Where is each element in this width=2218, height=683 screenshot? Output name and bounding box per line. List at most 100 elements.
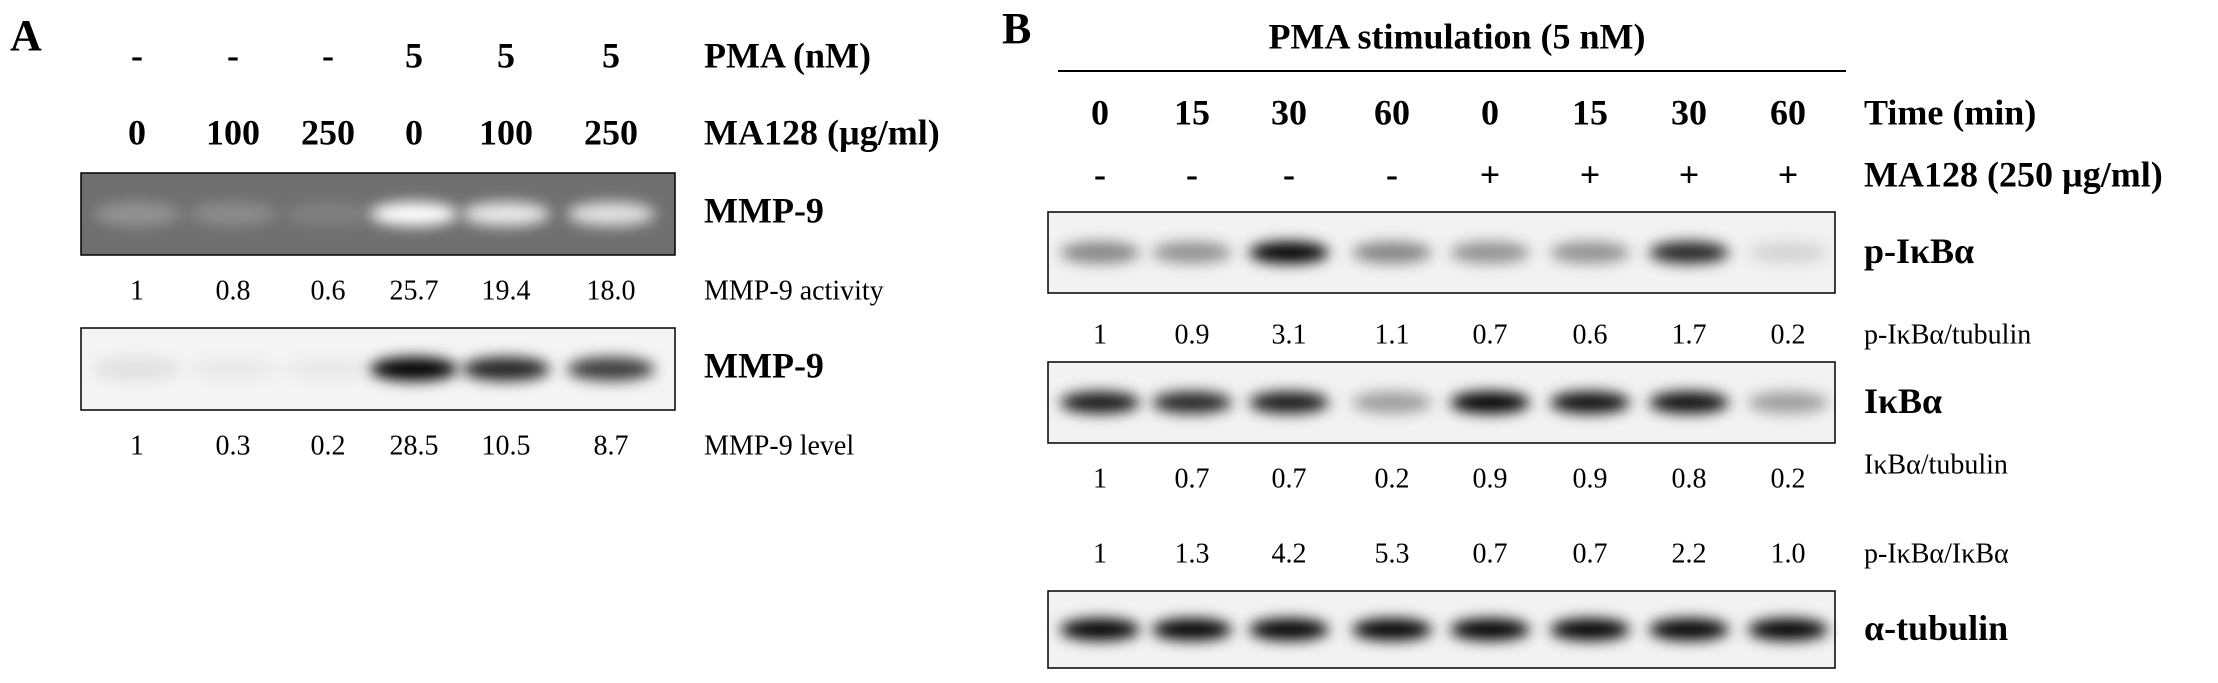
band: [1249, 241, 1329, 264]
quant-value: 0.8: [216, 275, 251, 306]
quant-value: 0.3: [216, 430, 251, 461]
quant-value: 25.7: [390, 275, 439, 306]
quant-value: 1: [1093, 463, 1107, 494]
quant-value: 0.7: [1573, 538, 1608, 569]
lane-condition: 30: [1671, 92, 1707, 132]
band: [284, 202, 372, 226]
quant-value: 1: [1093, 538, 1107, 569]
band: [567, 202, 655, 226]
lane-condition: -: [1386, 154, 1398, 194]
band: [462, 357, 550, 381]
band: [1748, 618, 1828, 641]
quant-label: IκBα/tubulin: [1864, 449, 2008, 480]
band: [93, 357, 181, 381]
quant-label: p-IκBα/tubulin: [1864, 319, 2031, 350]
lane-condition: 0: [405, 112, 423, 152]
lane-condition: 100: [206, 112, 260, 152]
band: [1352, 241, 1432, 264]
lane-condition: 60: [1770, 92, 1806, 132]
quant-value: 1: [130, 430, 144, 461]
lane-condition: 15: [1174, 92, 1210, 132]
quant-value: 5.3: [1375, 538, 1410, 569]
quant-value: 0.9: [1473, 463, 1508, 494]
band: [370, 357, 458, 381]
quant-value: 1: [130, 275, 144, 306]
band: [189, 202, 277, 226]
lane-condition: 5: [602, 35, 620, 75]
quant-value: 28.5: [390, 430, 439, 461]
band: [1748, 391, 1828, 414]
quant-value: 0.7: [1473, 319, 1508, 350]
blot-label: MMP-9: [704, 345, 824, 385]
band: [1550, 618, 1630, 641]
lane-condition: 100: [479, 112, 533, 152]
band: [1060, 241, 1140, 264]
quant-value: 0.2: [311, 430, 346, 461]
quant-value: 1.1: [1375, 319, 1410, 350]
lane-condition: 0: [1481, 92, 1499, 132]
quant-value: 2.2: [1672, 538, 1707, 569]
lane-condition: -: [322, 35, 334, 75]
blot-label: p-IκBα: [1864, 231, 1974, 271]
band: [1649, 241, 1729, 264]
band: [1450, 618, 1530, 641]
band: [1748, 241, 1828, 264]
lane-condition: +: [1480, 154, 1501, 194]
quant-value: 0.6: [1573, 319, 1608, 350]
lane-condition: 15: [1572, 92, 1608, 132]
panel-label: A: [10, 11, 42, 60]
blot-label: α-tubulin: [1864, 608, 2008, 648]
row-label: MA128 (µg/ml): [704, 112, 940, 152]
row-label: Time (min): [1864, 92, 2036, 132]
band: [1649, 618, 1729, 641]
band: [1060, 618, 1140, 641]
lane-condition: -: [1186, 154, 1198, 194]
band: [93, 202, 181, 226]
band: [1152, 618, 1232, 641]
panel-label: B: [1002, 4, 1031, 53]
quant-value: 1.3: [1175, 538, 1210, 569]
band: [370, 202, 458, 226]
quant-value: 0.9: [1573, 463, 1608, 494]
band: [1450, 391, 1530, 414]
row-label: PMA (nM): [704, 35, 871, 75]
quant-label: MMP-9 level: [704, 430, 854, 461]
band: [1152, 391, 1232, 414]
band: [1152, 241, 1232, 264]
quant-value: 0.2: [1771, 463, 1806, 494]
band: [567, 357, 655, 381]
quant-label: MMP-9 activity: [704, 275, 884, 306]
quant-value: 3.1: [1272, 319, 1307, 350]
quant-value: 0.7: [1473, 538, 1508, 569]
band: [462, 202, 550, 226]
band: [1550, 241, 1630, 264]
quant-value: 0.2: [1375, 463, 1410, 494]
lane-condition: -: [1094, 154, 1106, 194]
quant-value: 1.0: [1771, 538, 1806, 569]
band: [1060, 391, 1140, 414]
band: [1550, 391, 1630, 414]
quant-value: 10.5: [482, 430, 531, 461]
quant-value: 1: [1093, 319, 1107, 350]
lane-condition: 5: [497, 35, 515, 75]
lane-condition: 30: [1271, 92, 1307, 132]
lane-condition: -: [131, 35, 143, 75]
lane-condition: 5: [405, 35, 423, 75]
band: [284, 357, 372, 381]
lane-condition: 60: [1374, 92, 1410, 132]
lane-condition: +: [1580, 154, 1601, 194]
quant-value: 4.2: [1272, 538, 1307, 569]
band: [1249, 618, 1329, 641]
quant-value: 0.9: [1175, 319, 1210, 350]
lane-condition: 250: [584, 112, 638, 152]
lane-condition: 250: [301, 112, 355, 152]
quant-value: 0.6: [311, 275, 346, 306]
quant-value: 19.4: [482, 275, 531, 306]
band: [1352, 618, 1432, 641]
quant-value: 0.8: [1672, 463, 1707, 494]
lane-condition: 0: [1091, 92, 1109, 132]
band: [189, 357, 277, 381]
blot-label: MMP-9: [704, 190, 824, 230]
band: [1249, 391, 1329, 414]
